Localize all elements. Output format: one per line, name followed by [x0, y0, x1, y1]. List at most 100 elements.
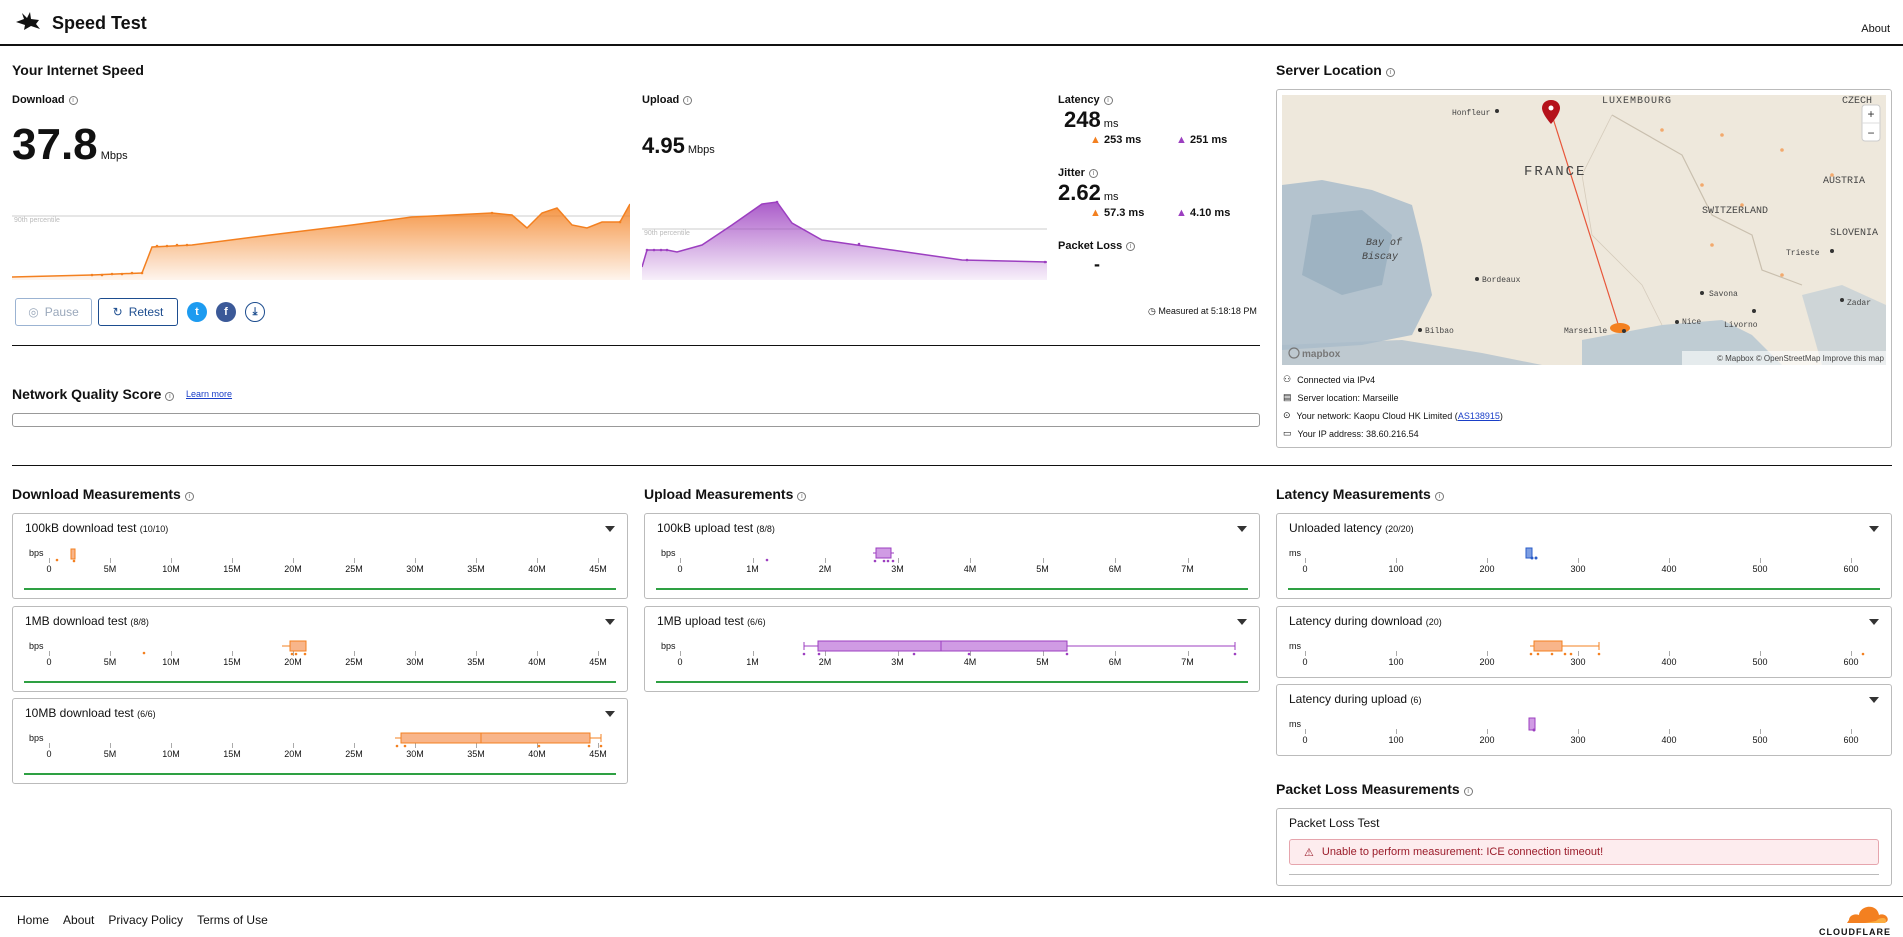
test-name: 100kB download test	[25, 521, 137, 535]
quality-score-bar	[12, 413, 1260, 427]
latency-test-title: Unloaded latency (20/20)	[1289, 521, 1414, 535]
info-icon[interactable]: i	[68, 96, 78, 105]
quality-title: Network Quality Score i	[12, 386, 175, 402]
axis-tick-mark	[1851, 558, 1852, 563]
upload-test-title: 100kB upload test (8/8)	[657, 521, 775, 535]
jitter-upload: ▲ 4.10 ms	[1176, 207, 1230, 219]
test-count: (20/20)	[1385, 524, 1414, 534]
info-icon[interactable]: i	[1126, 242, 1136, 251]
axis-tick-mark	[1305, 558, 1306, 563]
latency-test-panel	[1276, 606, 1892, 678]
axis-tick-label: 600	[1843, 564, 1859, 574]
axis-tick-label: 5M	[1036, 564, 1049, 574]
about-link[interactable]: About	[1861, 23, 1890, 35]
info-icon[interactable]: i	[165, 392, 175, 401]
retest-label: Retest	[128, 305, 164, 319]
info-icon[interactable]: i	[797, 492, 807, 501]
quality-title-text: Network Quality Score	[12, 386, 162, 402]
server-location-text: Server location: Marseille	[1297, 392, 1399, 403]
speed-title: Your Internet Speed	[12, 62, 144, 78]
chevron-down-icon[interactable]	[1237, 526, 1247, 532]
pause-button[interactable]: ◎ Pause	[15, 298, 92, 326]
chevron-down-icon[interactable]	[605, 619, 615, 625]
upload-label: Upload i	[642, 94, 693, 106]
axis-tick-mark	[293, 651, 294, 656]
chevron-down-icon[interactable]	[1869, 619, 1879, 625]
download-results-icon[interactable]: ⤓	[245, 302, 265, 322]
axis-tick-label: 20M	[284, 564, 302, 574]
footer-link-terms[interactable]: Terms of Use	[197, 913, 268, 927]
axis-tick-label: 4M	[963, 657, 977, 667]
info-icon[interactable]: i	[1385, 68, 1395, 77]
divider	[1289, 874, 1879, 875]
network-icon: ⚇	[1283, 374, 1292, 384]
latency-test-title: Latency during upload (6)	[1289, 692, 1421, 706]
chevron-down-icon[interactable]	[1869, 526, 1879, 532]
facebook-share-icon[interactable]: f	[216, 302, 236, 322]
percentile-label: 90th percentile	[644, 230, 690, 237]
map-label: Honfleur	[1452, 109, 1491, 118]
axis-tick-label: 0	[677, 564, 683, 574]
twitter-share-icon[interactable]: t	[187, 302, 207, 322]
test-count: (20)	[1425, 617, 1442, 627]
axis-tick-label: 300	[1570, 564, 1586, 574]
info-icon[interactable]: i	[683, 96, 693, 105]
learn-more-link[interactable]: Learn more	[186, 389, 233, 399]
server-ip-text: Your IP address: 38.60.216.54	[1297, 428, 1419, 439]
upload-area	[642, 202, 1047, 280]
zoom-in-button[interactable]: +	[1867, 107, 1874, 121]
axis-tick-label: 45M	[589, 749, 607, 759]
axis-tick-mark	[680, 558, 681, 563]
upload-arrow-icon: ▲	[1176, 207, 1187, 219]
axis-tick-mark	[110, 743, 111, 748]
percentile-label: 90th percentile	[14, 217, 60, 224]
map-attribution[interactable]: © Mapbox © OpenStreetMap Improve this ma…	[1717, 354, 1885, 363]
axis-tick-label: 1M	[746, 564, 759, 574]
info-icon[interactable]: i	[1463, 787, 1473, 796]
axis-tick-label: 25M	[345, 564, 363, 574]
cloudflare-logo: CLOUDFLARE	[1807, 904, 1891, 937]
axis-tick-label: 0	[46, 564, 52, 574]
info-icon[interactable]: i	[1434, 492, 1444, 501]
axis-unit: ms	[1289, 548, 1301, 558]
axis-tick-mark	[1115, 651, 1116, 656]
axis-tick-label: 35M	[467, 564, 485, 574]
axis-unit: ms	[1289, 719, 1301, 729]
chevron-down-icon[interactable]	[1237, 619, 1247, 625]
test-count: (6/6)	[747, 617, 766, 627]
clock-icon: ◷	[1148, 306, 1156, 316]
chevron-down-icon[interactable]	[1869, 697, 1879, 703]
download-value-wrap: 37.8 Mbps	[12, 120, 128, 170]
network-prefix: Your network: Kaopu Cloud HK Limited (	[1296, 410, 1458, 421]
info-icon[interactable]: i	[1088, 169, 1098, 178]
chevron-down-icon[interactable]	[605, 526, 615, 532]
axis-tick-label: 10M	[162, 564, 180, 574]
chevron-down-icon[interactable]	[605, 711, 615, 717]
axis-tick-mark	[598, 743, 599, 748]
server-ip: ▭ Your IP address: 38.60.216.54	[1283, 428, 1419, 439]
refresh-icon: ↻	[112, 305, 123, 319]
map-label: CZECH	[1842, 96, 1872, 107]
latency-up-value: 251 ms	[1189, 134, 1228, 146]
asn-link[interactable]: AS138915	[1457, 410, 1500, 421]
footer-link-privacy[interactable]: Privacy Policy	[108, 913, 184, 927]
latency-test-panel	[1276, 513, 1892, 599]
zoom-out-button[interactable]: −	[1867, 126, 1874, 140]
map-zoom-controls[interactable]: + −	[1861, 104, 1881, 142]
server-map[interactable]: LUXEMBOURG CZECH Honfleur FRANCE AUSTRIA…	[1282, 95, 1886, 365]
download-test-title: 1MB download test (8/8)	[25, 614, 149, 628]
retest-button[interactable]: ↻ Retest	[98, 298, 178, 326]
axis-tick-label: 10M	[162, 657, 180, 667]
axis-tick-mark	[1851, 729, 1852, 734]
footer-link-home[interactable]: Home	[17, 913, 50, 927]
download-label-text: Download	[12, 94, 65, 106]
axis-tick-label: 0	[677, 657, 683, 667]
progress-line	[24, 588, 616, 590]
axis-tick-label: 40M	[528, 749, 546, 759]
info-icon[interactable]: i	[184, 492, 194, 501]
map-label: Zadar	[1847, 299, 1871, 308]
axis-tick-mark	[825, 558, 826, 563]
footer-link-about[interactable]: About	[63, 913, 95, 927]
axis-tick-label: 10M	[162, 749, 180, 759]
info-icon[interactable]: i	[1103, 96, 1113, 105]
